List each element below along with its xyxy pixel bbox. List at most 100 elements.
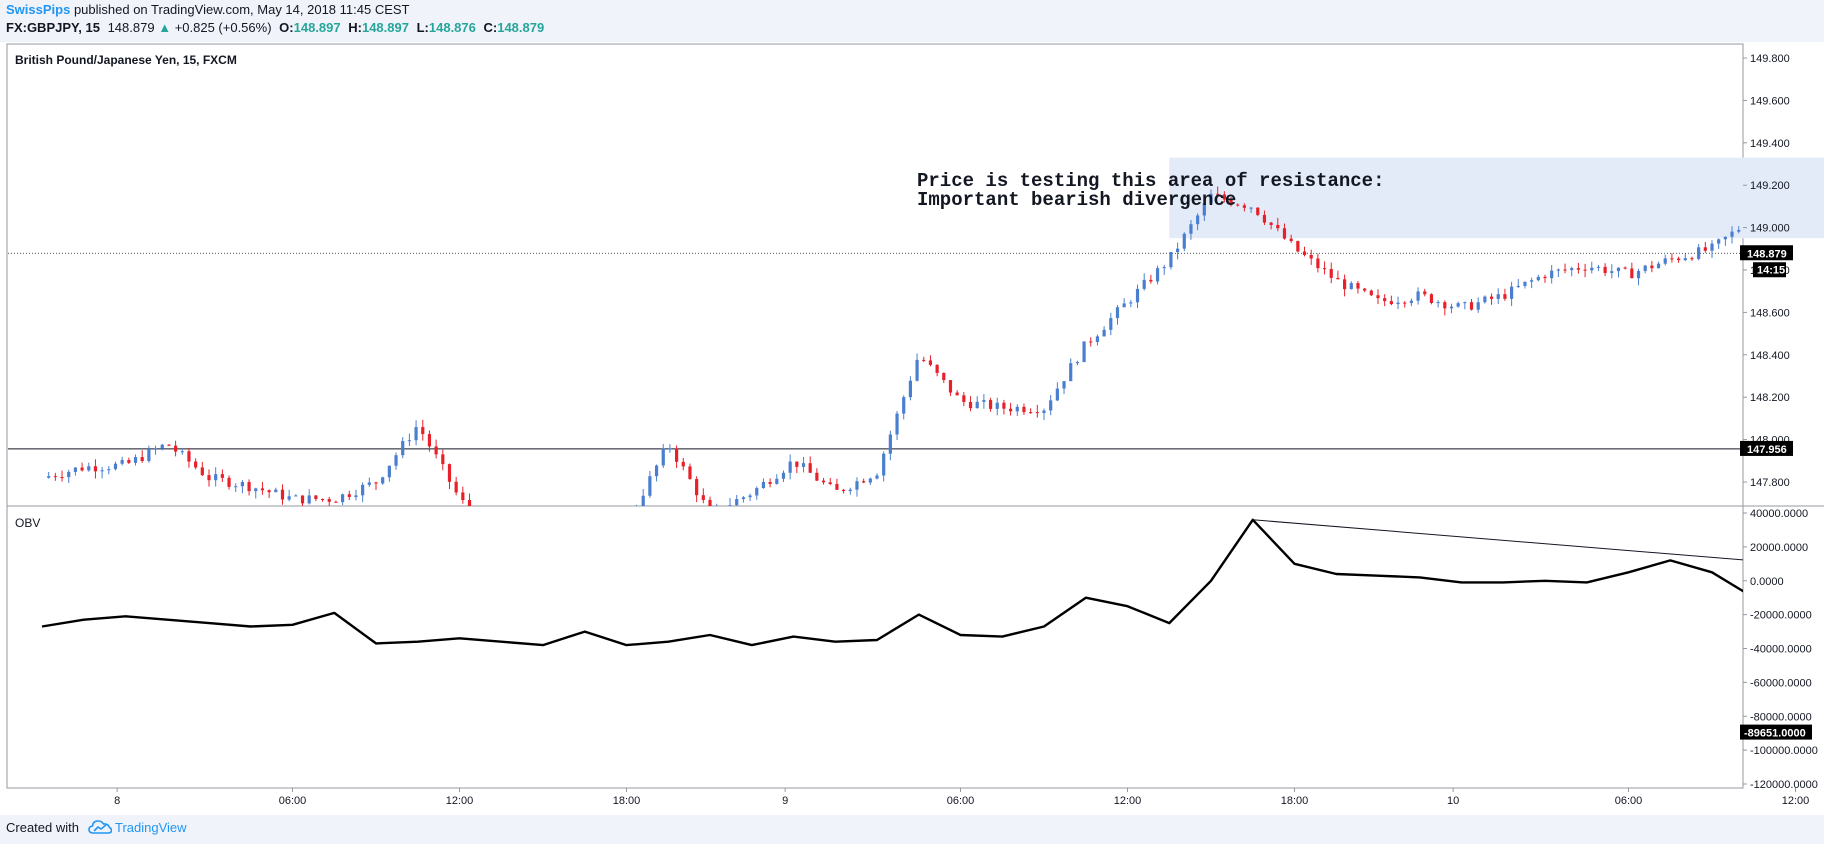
candle-body	[1469, 302, 1474, 310]
candle-body	[1416, 291, 1420, 301]
candle-body	[1122, 303, 1126, 308]
candle-body	[1256, 207, 1260, 215]
time-tick-label: 12:00	[1114, 795, 1142, 807]
obv-tick-label: -80000.0000	[1750, 711, 1812, 723]
candle-body	[668, 448, 672, 450]
candle-body	[1496, 294, 1500, 299]
candle-body	[948, 380, 953, 393]
candle-body	[1169, 252, 1173, 268]
candle-body	[361, 484, 365, 496]
candle-body	[648, 476, 652, 496]
price-tick-label: 148.200	[1750, 392, 1790, 404]
candle-body	[447, 464, 452, 482]
candle-body	[1216, 193, 1220, 195]
candle-body	[167, 444, 171, 446]
publish-line: SwissPips published on TradingView.com, …	[6, 3, 410, 17]
candle-body	[775, 478, 779, 484]
obv-line	[41, 518, 1743, 647]
countdown-box	[1753, 262, 1786, 278]
candle-body	[160, 444, 164, 449]
candle-body	[1804, 276, 1807, 284]
axes: 149.800 149.600 149.400 149.200 149.000 148.8…	[114, 53, 1818, 807]
high-label: H:	[348, 20, 362, 35]
candle-body	[1302, 251, 1307, 255]
price-tick-label: 148.400	[1750, 350, 1790, 362]
candle-body	[280, 489, 285, 500]
resistance-zone[interactable]	[1169, 157, 1824, 239]
candle-body	[1336, 277, 1340, 280]
tradingview-brand[interactable]: TradingView	[115, 820, 187, 835]
candle-body	[641, 495, 645, 506]
candle-body	[1543, 276, 1547, 279]
candle-body	[1791, 264, 1794, 274]
candle-body	[1222, 194, 1226, 200]
candle-body	[902, 397, 906, 414]
candle-body	[1162, 267, 1166, 269]
candle-body	[1282, 228, 1287, 239]
candle-body	[1322, 268, 1327, 270]
candle-body	[1677, 258, 1681, 261]
candle-body	[194, 461, 198, 468]
candle-body	[274, 489, 278, 493]
candle-body	[1630, 268, 1634, 279]
candle-body	[1363, 288, 1367, 291]
time-tick-label: 12:00	[1782, 795, 1810, 807]
candle-body	[1663, 258, 1667, 264]
annotation-line-1[interactable]: Price is testing this area of resistance…	[917, 170, 1384, 192]
candle-body	[434, 446, 438, 455]
cloud-logo-icon	[88, 820, 112, 834]
price-tick-label: 149.800	[1750, 53, 1790, 65]
candle-body	[815, 472, 819, 481]
candle-body	[1730, 231, 1734, 237]
candle-body	[367, 482, 371, 485]
candle-body	[1002, 402, 1006, 409]
candle-body	[681, 461, 685, 467]
support-price-label-box	[1740, 440, 1793, 456]
candle-body	[755, 488, 759, 496]
candle-body	[741, 497, 745, 500]
candle-body	[1269, 222, 1273, 225]
candle-body	[461, 492, 465, 501]
candle-body	[174, 445, 178, 452]
candle-body	[1697, 247, 1701, 259]
candle-body	[187, 451, 191, 462]
candle-body	[748, 495, 752, 498]
candle-body	[1536, 276, 1540, 281]
candle-body	[314, 495, 318, 500]
symbol-label: FX:GBPJPY, 15	[6, 20, 100, 35]
candle-body	[354, 495, 358, 497]
time-tick-label: 06:00	[947, 795, 975, 807]
chart-frame	[6, 43, 1744, 789]
divergence-trendline[interactable]	[1252, 519, 1824, 698]
candle-body	[307, 495, 311, 504]
candle-body	[1530, 280, 1534, 282]
candle-body	[1389, 301, 1393, 305]
candle-body	[915, 359, 919, 381]
candle-body	[1570, 268, 1574, 271]
annotation-line-2[interactable]: Important bearish divergence	[917, 189, 1236, 211]
candle-body	[381, 477, 385, 484]
candle-body	[1436, 302, 1440, 304]
obv-tick-label: -40000.0000	[1750, 644, 1812, 656]
candle-body	[1576, 268, 1580, 270]
author-link[interactable]: SwissPips	[6, 2, 71, 17]
price-pane-title: British Pound/Japanese Yen, 15, FXCM	[15, 53, 237, 67]
candle-body	[1229, 199, 1233, 205]
support-price-label: 147.956	[1747, 444, 1787, 456]
candle-body	[1069, 363, 1073, 382]
candle-body	[1717, 239, 1721, 244]
candle-body	[207, 475, 211, 481]
candle-body	[220, 474, 224, 478]
candle-body	[908, 380, 912, 398]
candle-body	[801, 463, 806, 467]
candle-body	[1563, 269, 1567, 271]
candle-body	[1523, 281, 1527, 286]
candle-body	[1483, 296, 1487, 303]
low-label: L:	[416, 20, 429, 35]
candle-body	[781, 472, 786, 479]
price-tick-label: 149.600	[1750, 95, 1790, 107]
candle-body	[1603, 266, 1607, 273]
candle-body	[1510, 286, 1514, 299]
candle-body	[1583, 269, 1587, 271]
